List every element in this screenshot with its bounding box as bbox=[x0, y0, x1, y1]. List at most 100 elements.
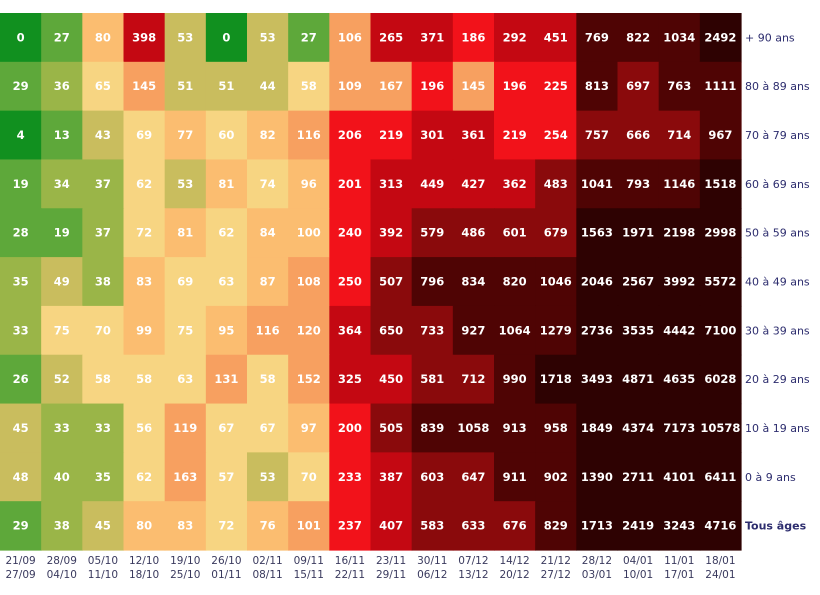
heatmap-cell-value: 63 bbox=[218, 275, 234, 289]
heatmap-cell-value: 2736 bbox=[581, 323, 613, 337]
heatmap-cell bbox=[0, 305, 42, 356]
heatmap-cell-value: 95 bbox=[218, 323, 234, 337]
heatmap-cell-value: 60 bbox=[218, 128, 234, 142]
heatmap-cell bbox=[82, 257, 125, 307]
heatmap-cell-value: 1563 bbox=[581, 226, 613, 240]
heatmap-cell-value: 796 bbox=[420, 275, 444, 289]
heatmap-cell-value: 200 bbox=[338, 421, 362, 435]
heatmap-cell bbox=[205, 208, 248, 258]
heatmap-cell-value: 206 bbox=[338, 128, 362, 142]
heatmap-cell-value: 4442 bbox=[663, 323, 695, 337]
heatmap-cell-value: 19 bbox=[13, 177, 29, 191]
heatmap-cell-value: 601 bbox=[503, 226, 527, 240]
heatmap-cell-value: 116 bbox=[256, 323, 280, 337]
heatmap-cell-value: 119 bbox=[173, 421, 197, 435]
heatmap-cell bbox=[699, 257, 742, 307]
heatmap-cell-value: 2046 bbox=[581, 275, 613, 289]
heatmap-cell-value: 80 bbox=[136, 519, 152, 533]
heatmap-cell-value: 38 bbox=[54, 519, 70, 533]
heatmap-cell bbox=[164, 208, 207, 258]
heatmap-cell bbox=[452, 501, 495, 551]
heatmap-cell bbox=[247, 61, 289, 112]
heatmap-cell-value: 219 bbox=[379, 128, 403, 142]
heatmap-cell-value: 237 bbox=[338, 519, 362, 533]
heatmap-cell-value: 1064 bbox=[499, 323, 531, 337]
row-label: 50 à 59 ans bbox=[745, 227, 810, 240]
heatmap-cell bbox=[576, 305, 619, 356]
heatmap-cell bbox=[288, 159, 330, 209]
heatmap-cell-value: 793 bbox=[626, 177, 650, 191]
heatmap-cell bbox=[164, 61, 207, 112]
heatmap-cell-value: 167 bbox=[379, 79, 403, 93]
heatmap-cell bbox=[164, 13, 207, 63]
heatmap-cell-value: 2567 bbox=[622, 275, 654, 289]
heatmap-cell bbox=[576, 208, 619, 258]
heatmap-cell-value: 80 bbox=[95, 30, 111, 44]
heatmap-cell-value: 967 bbox=[708, 128, 732, 142]
heatmap-cell bbox=[411, 403, 454, 453]
heatmap-cell bbox=[123, 13, 166, 63]
heatmap-cell-value: 196 bbox=[420, 79, 444, 93]
heatmap-cell bbox=[329, 403, 372, 453]
heatmap-cell bbox=[288, 208, 330, 258]
column-label-start: 09/11 bbox=[294, 555, 324, 567]
heatmap-cell bbox=[494, 354, 536, 405]
heatmap-cell bbox=[576, 501, 619, 551]
heatmap-cell bbox=[370, 61, 413, 112]
heatmap-cell bbox=[535, 403, 577, 453]
heatmap-cell-value: 292 bbox=[503, 30, 527, 44]
heatmap-cell bbox=[205, 257, 248, 307]
heatmap-cell bbox=[329, 13, 372, 63]
heatmap-cell-value: 633 bbox=[461, 519, 485, 533]
heatmap-cell bbox=[411, 208, 454, 258]
heatmap-cell bbox=[82, 501, 125, 551]
heatmap-cell bbox=[0, 354, 42, 405]
heatmap-cell-value: 109 bbox=[338, 79, 362, 93]
heatmap-cell bbox=[41, 159, 83, 209]
heatmap-cell bbox=[370, 354, 413, 405]
column-label-start: 12/10 bbox=[129, 555, 159, 567]
heatmap-cell bbox=[658, 159, 701, 209]
heatmap-cell-value: 58 bbox=[260, 372, 276, 386]
column-label-start: 16/11 bbox=[335, 555, 365, 567]
heatmap-cell-value: 2198 bbox=[663, 226, 695, 240]
heatmap-cell-value: 67 bbox=[260, 421, 276, 435]
heatmap-cell bbox=[370, 403, 413, 453]
heatmap-cell-value: 581 bbox=[420, 372, 444, 386]
heatmap-cell-value: 152 bbox=[297, 372, 321, 386]
heatmap-cell bbox=[82, 61, 125, 112]
heatmap-cell-value: 13 bbox=[54, 128, 70, 142]
heatmap-cell-value: 2711 bbox=[622, 470, 654, 484]
heatmap-cell-value: 75 bbox=[177, 323, 193, 337]
heatmap-cell bbox=[123, 61, 166, 112]
heatmap-cell-value: 449 bbox=[420, 177, 444, 191]
heatmap-cell-value: 75 bbox=[54, 323, 70, 337]
heatmap-cell bbox=[41, 110, 83, 161]
heatmap-cell-value: 2419 bbox=[622, 519, 654, 533]
heatmap-cell-value: 6028 bbox=[704, 372, 736, 386]
heatmap-cell-value: 387 bbox=[379, 470, 403, 484]
column-label-end: 29/11 bbox=[376, 569, 406, 581]
heatmap-cell bbox=[494, 208, 536, 258]
heatmap-cell-value: 65 bbox=[95, 79, 111, 93]
heatmap-cell bbox=[535, 13, 577, 63]
heatmap-cell-value: 364 bbox=[338, 323, 362, 337]
column-label-start: 14/12 bbox=[499, 555, 529, 567]
heatmap-cell-value: 52 bbox=[54, 372, 70, 386]
heatmap-cell-value: 4374 bbox=[622, 421, 654, 435]
heatmap-cell-value: 1111 bbox=[704, 79, 736, 93]
heatmap-cell-value: 108 bbox=[297, 275, 321, 289]
heatmap-cell-value: 1279 bbox=[540, 323, 572, 337]
heatmap-cell-value: 250 bbox=[338, 275, 362, 289]
heatmap-cell-value: 62 bbox=[136, 177, 152, 191]
heatmap-cell-value: 38 bbox=[95, 275, 111, 289]
heatmap-cell-value: 3493 bbox=[581, 372, 613, 386]
heatmap-cell-value: 27 bbox=[54, 30, 70, 44]
heatmap-cell-value: 927 bbox=[461, 323, 485, 337]
heatmap-cell bbox=[494, 61, 536, 112]
column-label-end: 01/11 bbox=[211, 569, 241, 581]
heatmap-cell bbox=[0, 208, 42, 258]
heatmap-cell-value: 37 bbox=[95, 226, 111, 240]
heatmap-cell bbox=[247, 13, 289, 63]
heatmap-cell-value: 839 bbox=[420, 421, 444, 435]
